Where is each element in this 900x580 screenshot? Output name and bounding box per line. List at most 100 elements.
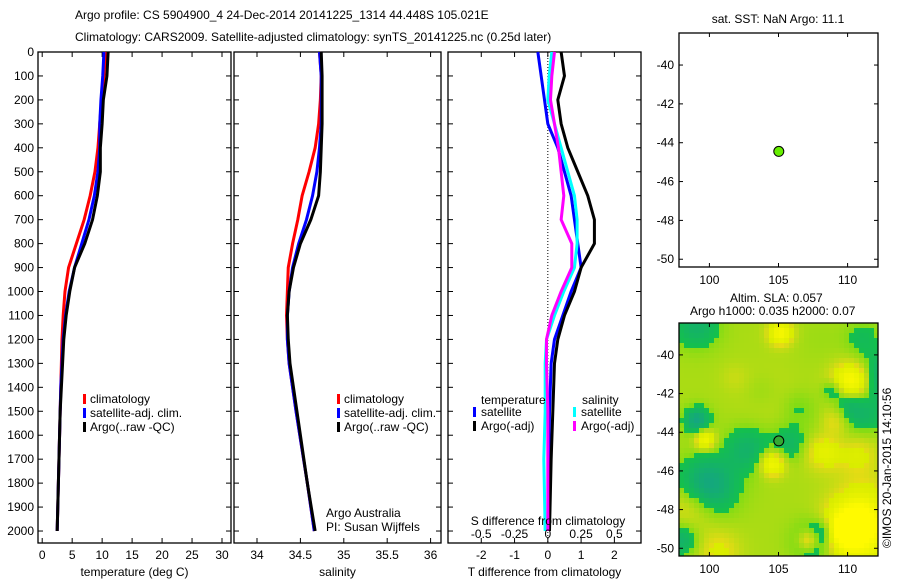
sla-cell — [699, 403, 704, 408]
sla-cell — [724, 393, 729, 398]
sla-cell — [824, 428, 829, 433]
sla-cell — [839, 468, 844, 473]
sla-cell — [874, 333, 878, 338]
sla-cell — [714, 328, 719, 333]
sla-cell — [819, 353, 824, 358]
sla-cell — [719, 368, 724, 373]
sla-cell — [869, 488, 874, 493]
sla-cell — [844, 493, 849, 498]
sla-cell — [729, 393, 734, 398]
sla-cell — [834, 533, 839, 538]
sla-cell — [784, 393, 789, 398]
sla-cell — [834, 448, 839, 453]
sla-cell — [874, 498, 878, 503]
sla-cell — [859, 528, 864, 533]
sla-cell — [849, 498, 854, 503]
sla-cell — [834, 398, 839, 403]
sla-cell — [759, 353, 764, 358]
sla-cell — [864, 353, 869, 358]
sla-cell — [749, 403, 754, 408]
sla-cell — [844, 538, 849, 543]
sla-cell — [779, 333, 784, 338]
sla-cell — [849, 438, 854, 443]
sla-cell — [734, 428, 739, 433]
sla-cell — [774, 503, 779, 508]
sla-cell — [704, 458, 709, 463]
sla-cell — [814, 488, 819, 493]
sla-cell — [799, 438, 804, 443]
sla-cell — [714, 388, 719, 393]
sla-cell — [774, 538, 779, 543]
sla-cell — [824, 548, 829, 553]
sla-cell — [849, 368, 854, 373]
sla-cell — [789, 428, 794, 433]
sla-cell — [779, 498, 784, 503]
sla-cell — [739, 368, 744, 373]
sla-cell — [754, 358, 759, 363]
sla-cell — [744, 443, 749, 448]
sla-cell — [839, 533, 844, 538]
sla-cell — [784, 498, 789, 503]
sla-cell — [739, 468, 744, 473]
sla-cell — [754, 453, 759, 458]
sla-cell — [839, 353, 844, 358]
sla-cell — [679, 343, 684, 348]
sla-cell — [799, 448, 804, 453]
sla-cell — [779, 553, 784, 556]
sla-cell — [789, 378, 794, 383]
sla-cell — [869, 553, 874, 556]
sla-cell — [719, 348, 724, 353]
sla-cell — [874, 523, 878, 528]
sla-cell — [809, 443, 814, 448]
sla-cell — [689, 338, 694, 343]
sla-cell — [789, 433, 794, 438]
sla-cell — [719, 493, 724, 498]
sla-cell — [769, 333, 774, 338]
sla-cell — [859, 438, 864, 443]
sla-cell — [694, 523, 699, 528]
sla-cell — [704, 513, 709, 518]
sla-cell — [849, 433, 854, 438]
sla-cell — [684, 353, 689, 358]
sla-cell — [864, 503, 869, 508]
sla-cell — [734, 508, 739, 513]
sla-cell — [734, 518, 739, 523]
sla-cell — [859, 358, 864, 363]
sla-cell — [689, 518, 694, 523]
sla-cell — [719, 518, 724, 523]
legend-swatch — [83, 422, 86, 432]
sla-cell — [684, 448, 689, 453]
sla-cell — [854, 493, 859, 498]
sla-cell — [709, 503, 714, 508]
sla-cell — [844, 503, 849, 508]
sla-cell — [814, 333, 819, 338]
sla-cell — [734, 438, 739, 443]
legend-label: Argo(-adj) — [481, 419, 534, 433]
sla-cell — [804, 458, 809, 463]
sla-cell — [779, 523, 784, 528]
sla-cell — [779, 378, 784, 383]
sla-cell — [704, 338, 709, 343]
sla-cell — [849, 458, 854, 463]
sla-cell — [804, 493, 809, 498]
sla-cell — [729, 353, 734, 358]
sla-cell — [734, 498, 739, 503]
sla-cell — [874, 323, 878, 328]
sla-cell — [834, 553, 839, 556]
sla-cell — [819, 378, 824, 383]
sla-cell — [709, 388, 714, 393]
sla-cell — [794, 353, 799, 358]
sla-cell — [789, 338, 794, 343]
sla-cell — [754, 328, 759, 333]
sla-cell — [839, 323, 844, 328]
sla-cell — [679, 498, 684, 503]
sla-cell — [784, 533, 789, 538]
sla-cell — [794, 343, 799, 348]
sla-cell — [839, 513, 844, 518]
sla-cell — [859, 408, 864, 413]
sla-cell — [824, 338, 829, 343]
sla-cell — [749, 323, 754, 328]
sla-cell — [849, 533, 854, 538]
sla-cell — [744, 393, 749, 398]
sla-cell — [684, 468, 689, 473]
